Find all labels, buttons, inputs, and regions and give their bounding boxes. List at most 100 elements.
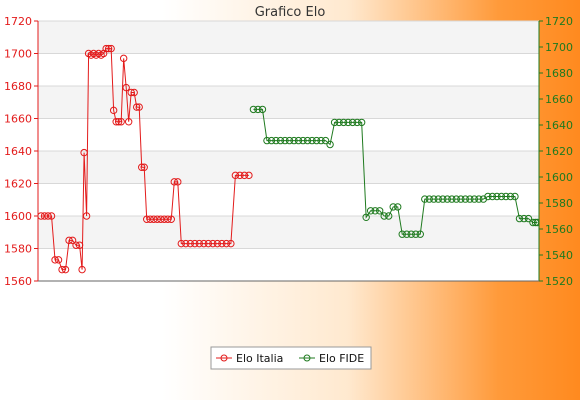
series-1 — [249, 105, 539, 238]
right-y-tick-label-1: 1540 — [545, 249, 573, 262]
series-1-point-5 — [272, 136, 280, 145]
series-1-point-50 — [475, 195, 483, 203]
series-1-point-6 — [276, 136, 285, 145]
series-0-point-49 — [182, 239, 190, 248]
series-0-point-46 — [170, 178, 178, 186]
series-0-point-12 — [78, 265, 86, 274]
series-0-point-22 — [102, 44, 110, 53]
series-0-point-56 — [213, 239, 222, 248]
series-1-point-12 — [303, 136, 312, 145]
series-1-point-48 — [466, 195, 474, 203]
series-1-point-21 — [344, 118, 352, 127]
series-0-point-7 — [61, 265, 70, 274]
right-y-tick-label-9: 1700 — [545, 41, 573, 54]
series-1-point-58 — [511, 192, 519, 201]
left-y-tick-label-6: 1680 — [4, 80, 32, 93]
series-0-point-53 — [200, 239, 208, 248]
series-1-point-38 — [421, 195, 429, 203]
left-y-tick-label-4: 1640 — [4, 145, 32, 158]
right-y-tick-label-0: 1520 — [545, 275, 573, 288]
series-0-point-35 — [135, 103, 143, 111]
series-1-point-33 — [398, 230, 406, 238]
series-0-point-4 — [51, 256, 59, 264]
series-1-point-4 — [267, 136, 276, 145]
left-y-tick-label-1: 1580 — [4, 243, 32, 256]
series-layer — [38, 44, 539, 274]
series-1-point-57 — [506, 192, 515, 201]
series-1-point-55 — [497, 192, 506, 201]
series-0-point-34 — [133, 103, 141, 111]
series-0-point-0 — [38, 212, 45, 220]
series-0-point-61 — [236, 171, 244, 180]
series-0-point-62 — [240, 171, 249, 180]
right-y-tick-label-2: 1560 — [545, 223, 573, 236]
axis-layer: 1560 1580 1600 1620 1640 1660 1680 1700 1720 1520… — [4, 15, 573, 288]
series-0-point-9 — [68, 236, 77, 245]
series-0-point-57 — [218, 239, 226, 248]
series-1-point-61 — [524, 214, 533, 223]
series-1-point-39 — [425, 195, 433, 203]
series-0-point-40 — [150, 215, 158, 223]
series-0-point-30 — [122, 83, 130, 92]
series-0-point-14 — [82, 212, 91, 220]
series-1-point-42 — [439, 195, 447, 203]
series-1-point-7 — [281, 136, 289, 145]
series-1-point-1 — [254, 105, 262, 114]
legend-elo-italia-marker — [220, 354, 228, 362]
series-0-point-28 — [117, 118, 125, 126]
series-1-point-27 — [371, 207, 379, 215]
series-1-point-32 — [394, 203, 402, 211]
series-1-point-25 — [362, 213, 370, 222]
plot-band — [38, 216, 539, 249]
series-0-point-51 — [191, 239, 199, 248]
legend-elo-fide-marker — [303, 354, 311, 362]
series-0-point-11 — [75, 241, 84, 249]
series-1-point-47 — [461, 195, 470, 203]
series-1-point-26 — [366, 207, 375, 215]
series-0-point-37 — [140, 163, 148, 171]
series-1-point-20 — [339, 118, 348, 127]
series-0-point-41 — [153, 215, 161, 223]
legend: Elo Italia Elo FIDE — [210, 346, 372, 370]
chart-title: Grafico Elo — [255, 5, 326, 20]
series-0-point-58 — [222, 239, 231, 248]
series-1-point-28 — [375, 207, 384, 215]
series-1-point-52 — [484, 192, 492, 201]
series-1-point-29 — [380, 212, 388, 220]
series-0-point-59 — [227, 239, 235, 248]
series-1-point-11 — [299, 136, 307, 145]
series-0-point-29 — [119, 54, 128, 63]
plot-band — [38, 21, 539, 54]
series-1-point-37 — [416, 230, 424, 238]
series-0-point-32 — [127, 88, 135, 97]
series-0-point-25 — [109, 106, 118, 115]
series-0-point-63 — [245, 171, 253, 180]
series-1-point-45 — [452, 195, 461, 203]
series-0-point-31 — [124, 118, 133, 126]
series-0-point-33 — [130, 88, 138, 97]
series-1-point-44 — [448, 195, 456, 203]
series-0-point-52 — [195, 239, 204, 248]
series-1-point-36 — [412, 230, 420, 238]
series-1-point-40 — [430, 195, 438, 203]
series-1-point-30 — [385, 212, 393, 220]
series-1-point-31 — [389, 203, 397, 211]
series-1-point-13 — [308, 136, 316, 145]
legend-label-elo-italia: Elo Italia — [236, 352, 283, 365]
series-0-point-8 — [65, 236, 73, 245]
series-0-point-38 — [143, 215, 151, 223]
right-y-tick-label-6: 1640 — [545, 119, 573, 132]
series-1-point-2 — [258, 105, 267, 114]
series-1-point-18 — [330, 118, 339, 127]
series-1-point-41 — [434, 195, 442, 203]
series-0-point-54 — [204, 239, 213, 248]
series-1-point-23 — [353, 118, 361, 127]
left-y-tick-label-0: 1560 — [4, 275, 32, 288]
series-1-point-56 — [502, 192, 510, 201]
series-0-point-44 — [164, 215, 172, 223]
right-y-tick-label-5: 1620 — [545, 145, 573, 158]
series-1-point-35 — [407, 230, 415, 238]
series-1-point-53 — [488, 192, 497, 201]
series-1-point-9 — [290, 136, 298, 145]
